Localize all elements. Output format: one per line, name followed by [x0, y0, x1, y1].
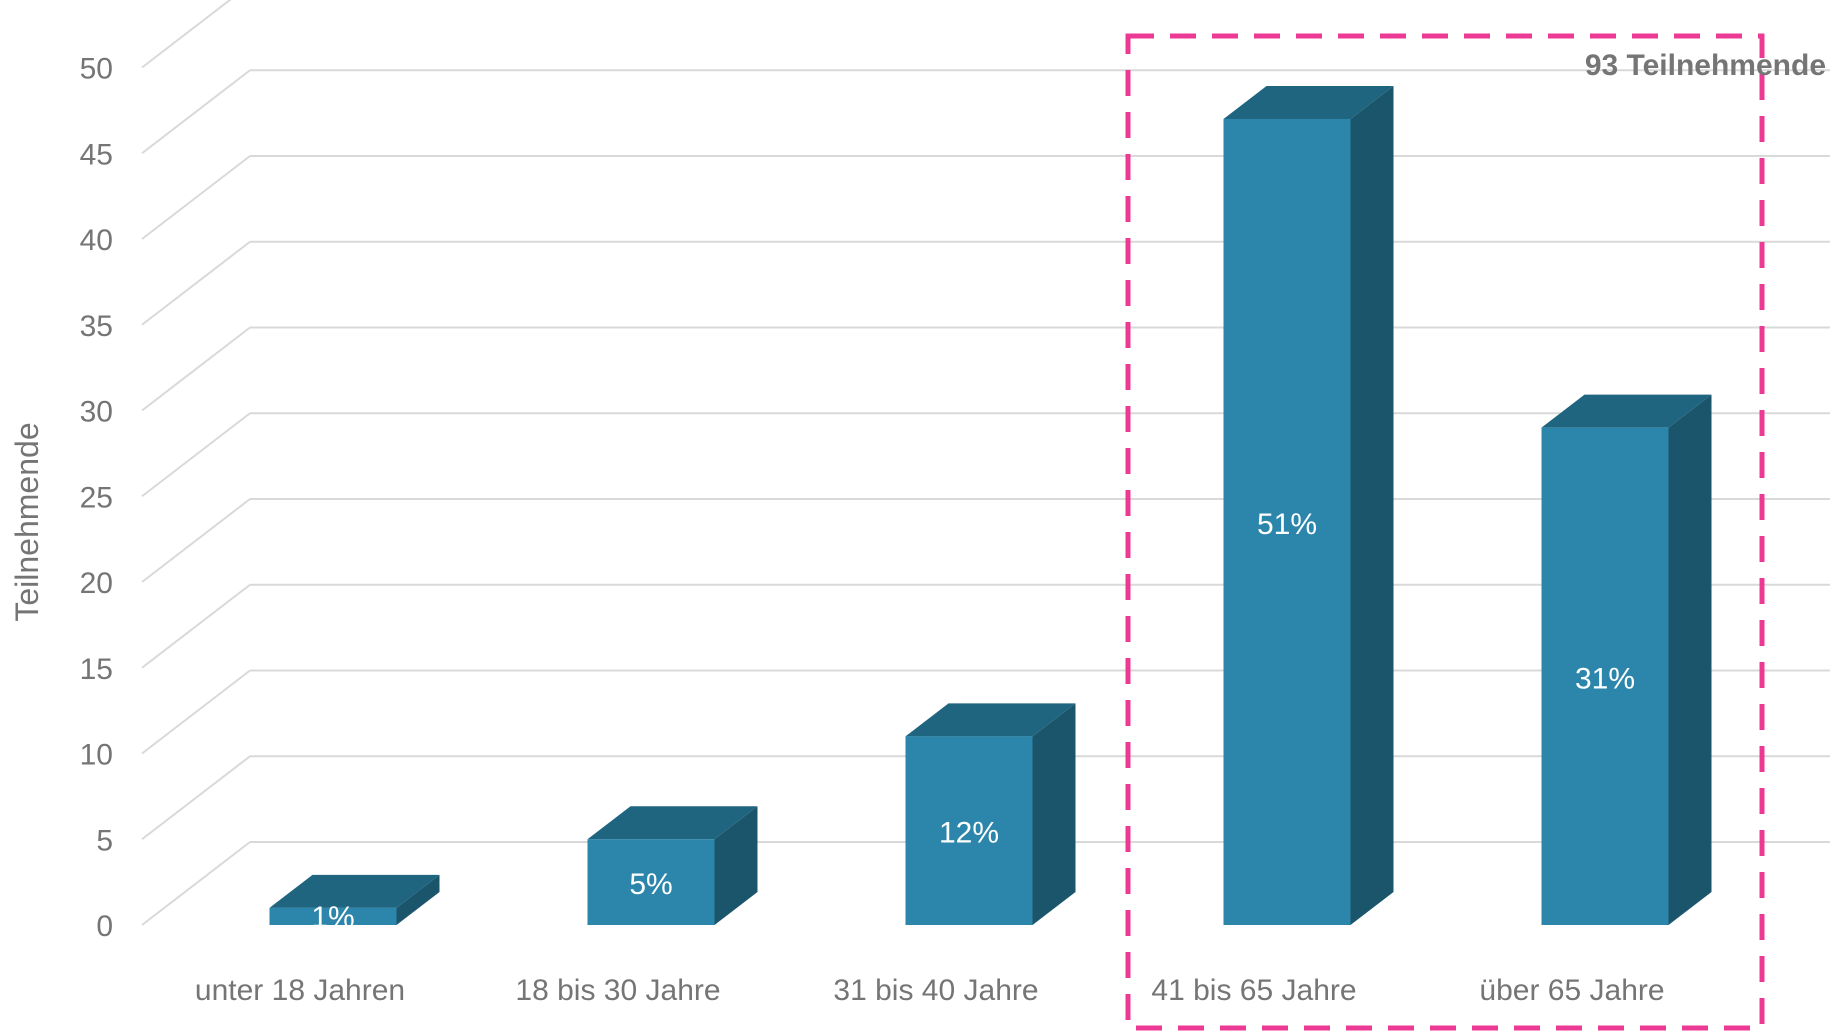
bar-side [1668, 394, 1712, 925]
highlight-box [1125, 33, 1765, 1031]
y-tick-label: 15 [80, 653, 113, 686]
y-tick-label: 10 [80, 739, 113, 772]
y-tick-label: 20 [80, 567, 113, 600]
data-labels: 1% 5% 12% 51% 31% [311, 508, 1635, 934]
data-label: 51% [1257, 508, 1317, 541]
bar-front [1541, 427, 1669, 925]
gridline [141, 155, 1830, 240]
data-label: 1% [311, 901, 354, 934]
x-category-label: 18 bis 30 Jahre [515, 974, 720, 1007]
bars [269, 85, 1712, 925]
y-tick-label: 35 [80, 310, 113, 343]
y-tick-label: 50 [80, 53, 113, 86]
gridline [141, 69, 1830, 155]
y-axis-ticks: 0 5 10 15 20 25 30 35 40 45 50 [80, 53, 113, 944]
bar-top [269, 874, 440, 908]
y-tick-label: 30 [80, 396, 113, 429]
bar [587, 806, 758, 925]
y-tick-label: 45 [80, 138, 113, 171]
bar-side [714, 806, 758, 925]
bar-top [587, 806, 758, 840]
y-tick-label: 40 [80, 224, 113, 257]
bar-front [1223, 118, 1351, 925]
bar-top [905, 703, 1076, 737]
data-label: 12% [939, 817, 999, 850]
bar-side [396, 874, 440, 925]
gridline [141, 326, 1830, 412]
x-category-label: 31 bis 40 Jahre [833, 974, 1038, 1007]
highlight-label: 93 Teilnehmende [1585, 49, 1826, 82]
bar-top [1541, 394, 1712, 428]
bar-front [905, 736, 1033, 925]
bar [269, 874, 440, 925]
y-tick-label: 5 [96, 824, 113, 857]
bar-top [1223, 85, 1394, 119]
bar [1223, 85, 1394, 925]
x-category-label: 41 bis 65 Jahre [1151, 974, 1356, 1007]
y-tick-label: 25 [80, 481, 113, 514]
x-axis-categories: unter 18 Jahren 18 bis 30 Jahre 31 bis 40 … [195, 974, 1665, 1007]
data-label: 31% [1575, 662, 1635, 695]
y-tick-label: 0 [96, 910, 113, 943]
bar-front [587, 839, 715, 925]
gridline [141, 0, 232, 69]
bar [1541, 394, 1712, 925]
data-label: 5% [629, 868, 672, 901]
x-category-label: über 65 Jahre [1479, 974, 1664, 1007]
bar-side [1032, 703, 1076, 925]
bar-side [1350, 85, 1394, 925]
bar-front [269, 907, 397, 925]
y-axis-title: Teilnehmende [9, 422, 45, 621]
gridline [141, 240, 1830, 326]
bar [905, 703, 1076, 925]
x-category-label: unter 18 Jahren [195, 974, 405, 1007]
